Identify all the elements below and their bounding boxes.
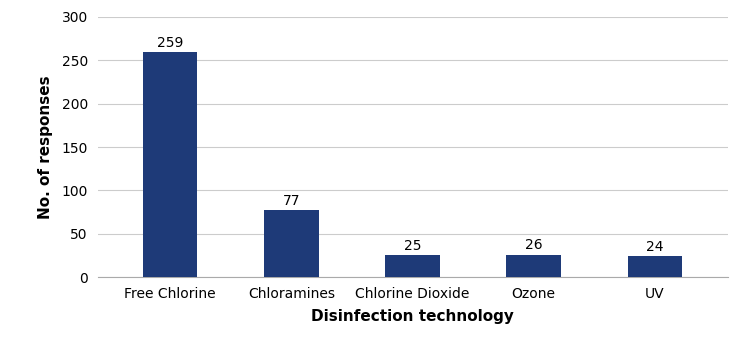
- Text: 77: 77: [283, 194, 300, 208]
- Bar: [386, 256, 439, 277]
- X-axis label: Disinfection technology: Disinfection technology: [311, 309, 514, 324]
- Text: 25: 25: [404, 239, 422, 253]
- Text: 24: 24: [646, 240, 664, 254]
- Bar: [628, 256, 682, 277]
- Text: 26: 26: [525, 238, 542, 252]
- Bar: [143, 52, 197, 277]
- Bar: [506, 255, 561, 277]
- Text: 259: 259: [157, 36, 184, 50]
- Y-axis label: No. of responses: No. of responses: [38, 75, 53, 219]
- Bar: [264, 210, 319, 277]
